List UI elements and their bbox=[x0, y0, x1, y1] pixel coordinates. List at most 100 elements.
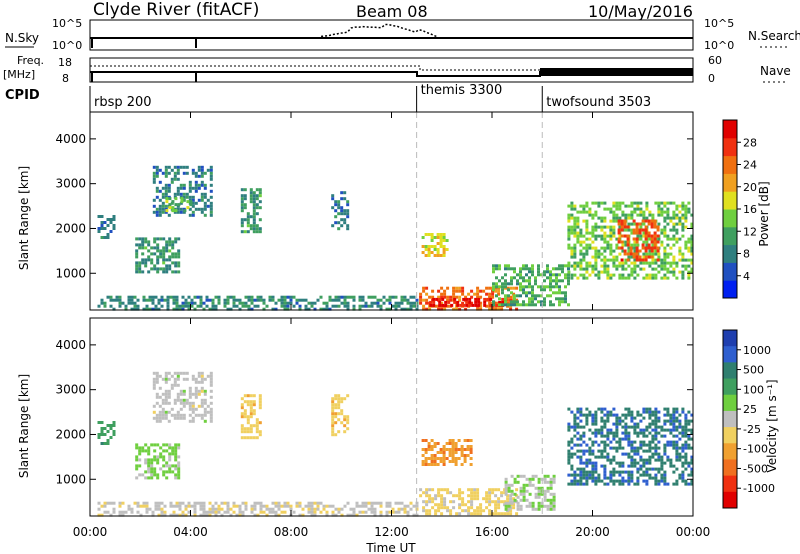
data-cell-5 bbox=[232, 501, 236, 505]
data-cell-6 bbox=[433, 445, 437, 448]
data-cell-12 bbox=[641, 243, 645, 247]
data-cell-4 bbox=[337, 406, 341, 410]
data-cell-5 bbox=[193, 507, 197, 511]
data-cell-10 bbox=[492, 282, 495, 286]
data-cell-8 bbox=[512, 292, 516, 296]
data-cell-9 bbox=[648, 431, 652, 435]
data-cell-9 bbox=[621, 482, 625, 486]
data-cell-2 bbox=[144, 449, 148, 453]
data-cell-6 bbox=[283, 301, 287, 305]
data-cell-1 bbox=[155, 419, 159, 423]
data-cell-6 bbox=[337, 304, 341, 308]
data-cell-5 bbox=[403, 504, 407, 508]
data-cell-9 bbox=[612, 437, 616, 441]
data-cell-7 bbox=[443, 506, 447, 510]
data-cell-6 bbox=[250, 295, 254, 299]
data-cell-10 bbox=[567, 267, 570, 271]
data-cell-6 bbox=[253, 298, 257, 302]
data-cell-5 bbox=[274, 501, 278, 505]
data-cell-3 bbox=[153, 246, 157, 250]
data-cell-11 bbox=[573, 273, 577, 277]
data-cell-11 bbox=[654, 201, 658, 205]
nave-tick-low: 0 bbox=[708, 72, 715, 85]
data-cell-9 bbox=[585, 407, 589, 411]
data-cell-9 bbox=[432, 297, 436, 301]
data-cell-11 bbox=[666, 210, 670, 214]
data-cell-6 bbox=[439, 460, 443, 463]
data-cell-6 bbox=[394, 301, 398, 305]
data-cell-7 bbox=[464, 503, 468, 507]
data-cell-5 bbox=[352, 507, 356, 511]
data-cell-4 bbox=[252, 227, 256, 231]
data-cell-4 bbox=[343, 418, 347, 422]
data-cell-7 bbox=[503, 512, 507, 516]
data-cell-6 bbox=[304, 304, 308, 308]
data-cell-1 bbox=[173, 177, 177, 181]
data-cell-6 bbox=[379, 304, 383, 308]
data-cell-9 bbox=[567, 449, 571, 453]
data-cell-7 bbox=[452, 500, 456, 504]
data-cell-3 bbox=[168, 264, 172, 268]
data-cell-5 bbox=[163, 510, 167, 514]
data-cell-8 bbox=[522, 486, 526, 490]
data-cell-9 bbox=[618, 446, 622, 450]
data-cell-5 bbox=[97, 507, 101, 511]
data-cell-8 bbox=[434, 304, 438, 308]
data-cell-10 bbox=[555, 273, 558, 277]
data-cell-0 bbox=[100, 227, 104, 230]
data-cell-11 bbox=[690, 267, 694, 271]
data-cell-6 bbox=[376, 301, 380, 305]
data-cell-7 bbox=[427, 245, 431, 248]
data-cell-2 bbox=[174, 197, 178, 201]
data-cell-9 bbox=[675, 458, 679, 462]
colorbar-swatch bbox=[723, 330, 737, 347]
data-cell-9 bbox=[636, 431, 640, 435]
data-cell-10 bbox=[555, 285, 558, 289]
data-cell-9 bbox=[591, 479, 595, 483]
data-cell-9 bbox=[468, 303, 472, 307]
data-cell-11 bbox=[648, 276, 652, 280]
data-cell-6 bbox=[340, 301, 344, 305]
data-cell-4 bbox=[346, 394, 350, 398]
data-cell-5 bbox=[253, 504, 257, 508]
data-cell-9 bbox=[627, 413, 631, 417]
data-cell-7 bbox=[476, 512, 480, 516]
data-cell-9 bbox=[675, 452, 679, 456]
data-cell-7 bbox=[446, 488, 450, 492]
data-cell-10 bbox=[504, 264, 507, 268]
data-cell-8 bbox=[537, 504, 541, 508]
data-cell-11 bbox=[594, 234, 598, 238]
data-cell-9 bbox=[645, 434, 649, 438]
data-cell-8 bbox=[513, 477, 517, 481]
data-cell-6 bbox=[448, 442, 452, 445]
data-cell-4 bbox=[340, 400, 344, 404]
data-cell-6 bbox=[157, 298, 161, 302]
data-cell-9 bbox=[651, 452, 655, 456]
data-cell-9 bbox=[579, 443, 583, 447]
data-cell-2 bbox=[135, 476, 139, 480]
data-cell-1 bbox=[167, 410, 171, 414]
data-cell-10 bbox=[531, 300, 534, 304]
data-cell-1 bbox=[176, 165, 180, 169]
data-cell-11 bbox=[663, 261, 667, 265]
data-cell-9 bbox=[444, 300, 448, 304]
data-cell-4 bbox=[249, 227, 253, 231]
data-cell-1 bbox=[179, 398, 183, 402]
data-cell-9 bbox=[690, 467, 694, 471]
data-cell-9 bbox=[660, 473, 664, 477]
data-cell-7 bbox=[425, 494, 429, 498]
data-cell-1 bbox=[200, 165, 204, 169]
data-cell-6 bbox=[199, 298, 203, 302]
data-cell-2 bbox=[159, 467, 163, 471]
data-cell-10 bbox=[516, 303, 519, 307]
data-cell-12 bbox=[650, 240, 654, 244]
data-cell-11 bbox=[594, 252, 598, 256]
data-cell-9 bbox=[684, 467, 688, 471]
data-cell-11 bbox=[672, 243, 676, 247]
data-cell-11 bbox=[636, 234, 640, 238]
data-cell-11 bbox=[597, 249, 601, 253]
data-cell-6 bbox=[262, 298, 266, 302]
data-cell-10 bbox=[492, 303, 495, 307]
data-cell-9 bbox=[687, 410, 691, 414]
data-cell-4 bbox=[240, 188, 244, 192]
